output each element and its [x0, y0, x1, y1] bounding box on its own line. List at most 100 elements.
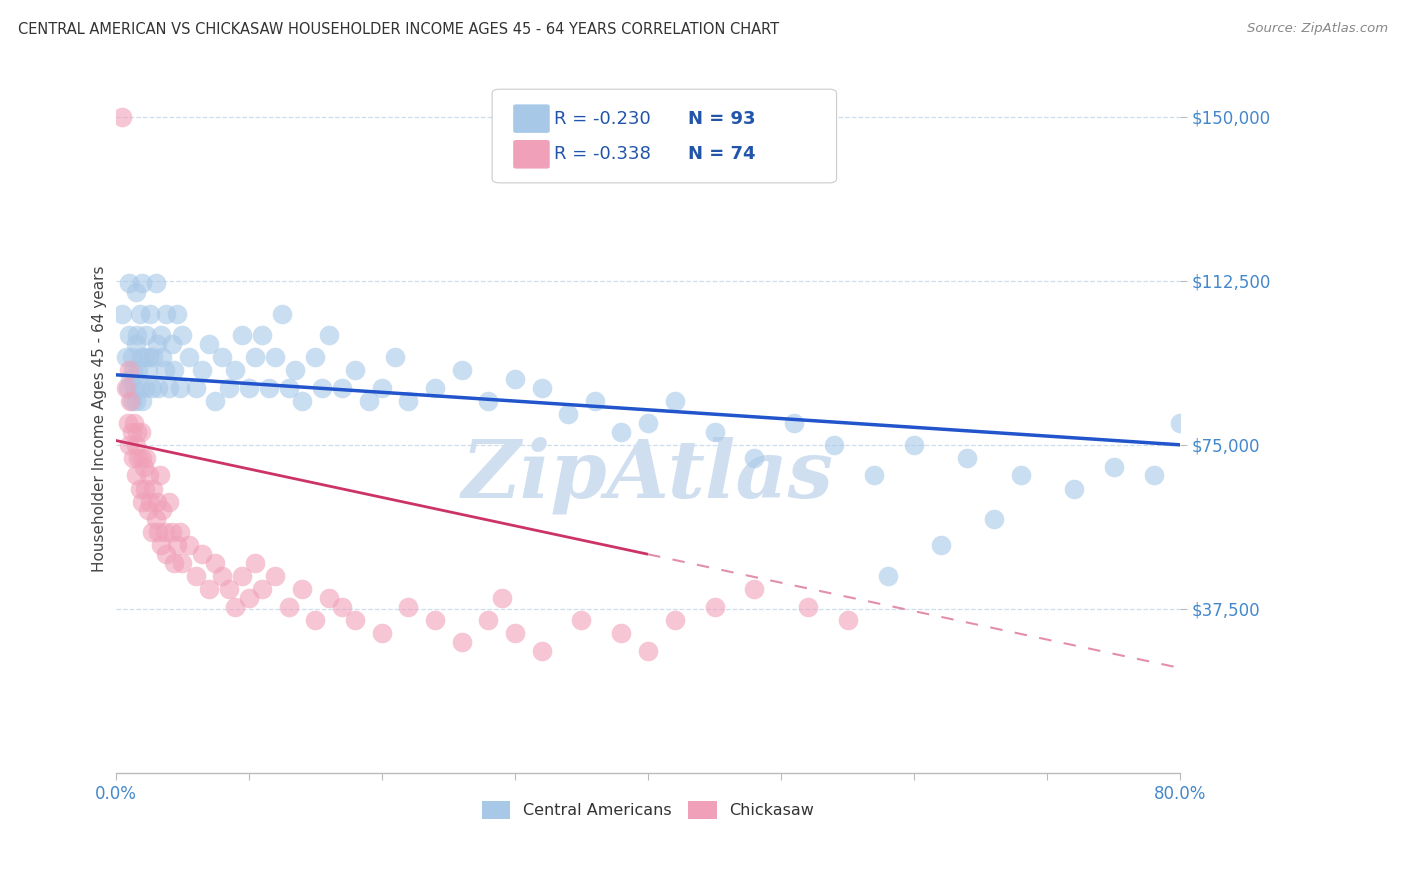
Text: R = -0.338: R = -0.338 [554, 145, 651, 163]
Point [571, 613, 593, 627]
Point [423, 381, 446, 395]
Point [823, 438, 845, 452]
Point [863, 468, 886, 483]
Point [111, 306, 134, 320]
Point [122, 363, 145, 377]
Point [191, 547, 214, 561]
Point [304, 351, 326, 365]
Point [139, 306, 162, 320]
Point [250, 328, 273, 343]
Point [169, 381, 191, 395]
Point [231, 328, 253, 343]
Point [121, 425, 143, 439]
Point [118, 438, 141, 452]
Point [177, 539, 200, 553]
Point [744, 582, 766, 597]
Point [284, 363, 307, 377]
Point [277, 599, 299, 614]
Point [115, 381, 138, 395]
Point [423, 613, 446, 627]
Point [124, 285, 146, 299]
Point [127, 363, 149, 377]
Point [703, 599, 725, 614]
Legend: Central Americans, Chickasaw: Central Americans, Chickasaw [475, 794, 821, 825]
Point [664, 613, 686, 627]
Point [204, 394, 226, 409]
Point [150, 351, 173, 365]
Point [163, 556, 186, 570]
Text: R = -0.230: R = -0.230 [554, 110, 651, 128]
Text: ZipAtlas: ZipAtlas [463, 436, 834, 514]
Point [238, 591, 260, 605]
Point [120, 394, 142, 409]
Point [125, 425, 148, 439]
Point [610, 425, 633, 439]
Point [637, 643, 659, 657]
Point [783, 416, 806, 430]
Point [131, 394, 153, 409]
Text: N = 93: N = 93 [688, 110, 755, 128]
Point [956, 450, 979, 465]
Point [142, 482, 165, 496]
Point [304, 613, 326, 627]
Point [837, 613, 859, 627]
Point [129, 351, 152, 365]
Point [163, 363, 186, 377]
Point [118, 363, 141, 377]
Point [153, 363, 176, 377]
Point [145, 512, 167, 526]
Point [983, 512, 1005, 526]
Point [450, 363, 472, 377]
Point [396, 394, 419, 409]
Point [169, 525, 191, 540]
Point [191, 363, 214, 377]
Point [149, 328, 172, 343]
Point [153, 525, 176, 540]
Point [530, 381, 553, 395]
Point [129, 425, 152, 439]
Point [172, 328, 194, 343]
Point [238, 381, 260, 395]
Point [155, 306, 177, 320]
Point [557, 407, 579, 421]
Point [115, 351, 138, 365]
Point [184, 569, 207, 583]
Point [148, 381, 170, 395]
Point [146, 494, 169, 508]
Point [148, 525, 170, 540]
Point [166, 306, 188, 320]
Point [135, 450, 157, 465]
Point [231, 569, 253, 583]
Point [245, 556, 267, 570]
Point [138, 351, 160, 365]
Point [211, 569, 233, 583]
Point [211, 351, 233, 365]
Point [1143, 468, 1166, 483]
Point [530, 643, 553, 657]
Point [929, 539, 952, 553]
Point [172, 556, 194, 570]
Point [155, 547, 177, 561]
Point [1063, 482, 1085, 496]
Point [128, 482, 150, 496]
Point [150, 503, 173, 517]
Point [134, 482, 156, 496]
Point [257, 381, 280, 395]
Point [503, 626, 526, 640]
Point [277, 381, 299, 395]
Point [218, 381, 240, 395]
Text: CENTRAL AMERICAN VS CHICKASAW HOUSEHOLDER INCOME AGES 45 - 64 YEARS CORRELATION : CENTRAL AMERICAN VS CHICKASAW HOUSEHOLDE… [18, 22, 779, 37]
Point [121, 351, 143, 365]
Point [184, 381, 207, 395]
Point [141, 381, 163, 395]
Point [291, 394, 314, 409]
Point [371, 381, 394, 395]
Point [131, 494, 153, 508]
Point [134, 381, 156, 395]
Point [128, 306, 150, 320]
Point [224, 363, 246, 377]
Point [1102, 459, 1125, 474]
Point [330, 599, 353, 614]
Point [330, 381, 353, 395]
Point [271, 306, 294, 320]
